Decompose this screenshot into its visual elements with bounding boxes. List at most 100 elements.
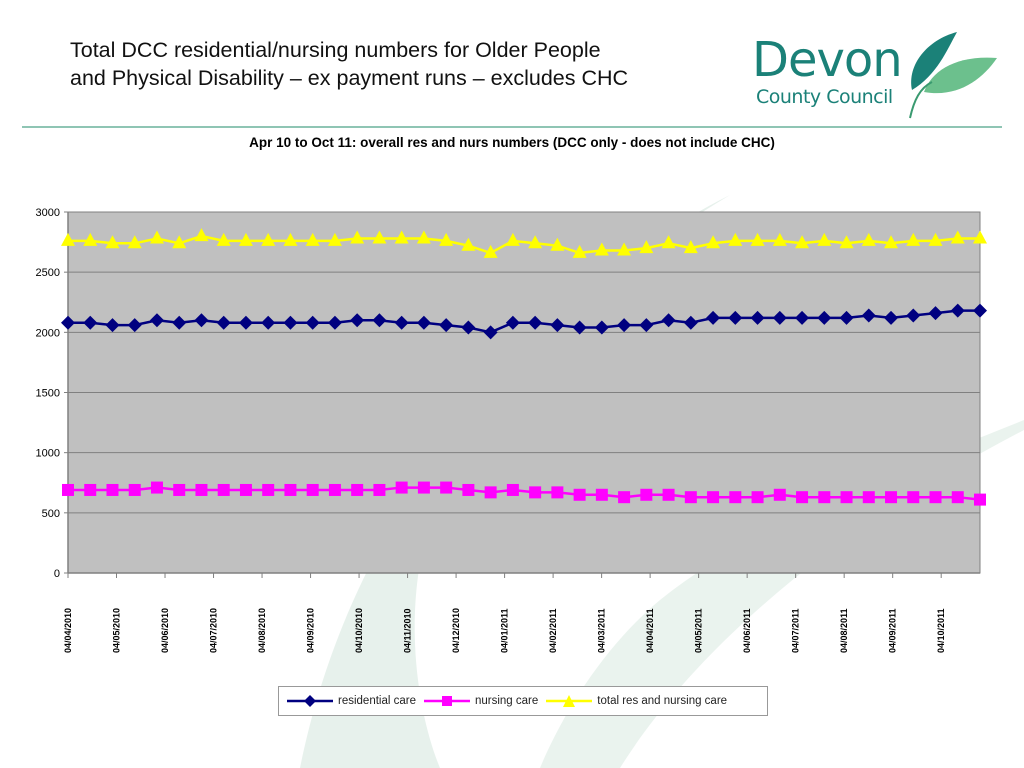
data-point <box>350 230 365 244</box>
x-tick-label: 04/07/2011 <box>791 608 801 653</box>
data-point <box>128 483 141 496</box>
data-point <box>505 232 520 246</box>
series-nursing-care <box>62 481 986 506</box>
legend-label: residential care <box>338 695 416 707</box>
data-point <box>639 240 654 254</box>
data-point <box>217 483 230 496</box>
data-point <box>484 486 497 499</box>
data-point <box>327 315 342 330</box>
data-point <box>885 491 898 504</box>
data-point <box>728 310 743 325</box>
data-point <box>817 232 832 246</box>
data-point <box>861 232 876 246</box>
data-point <box>238 232 253 246</box>
data-point <box>639 318 654 333</box>
diamond-marker-icon <box>287 695 333 707</box>
data-point <box>328 483 341 496</box>
data-point <box>661 235 676 249</box>
data-point <box>261 232 276 246</box>
y-tick-label: 0 <box>54 568 60 580</box>
x-tick-label: 04/08/2011 <box>839 608 849 653</box>
data-point <box>706 235 721 249</box>
data-point <box>839 310 854 325</box>
data-point <box>172 235 187 249</box>
x-tick-label: 04/09/2010 <box>306 608 316 653</box>
data-point <box>796 491 809 504</box>
data-point <box>929 491 942 504</box>
data-point <box>707 491 720 504</box>
data-point <box>373 483 386 496</box>
data-point <box>440 481 453 494</box>
data-point <box>818 491 831 504</box>
data-point <box>173 483 186 496</box>
data-point <box>840 491 853 504</box>
data-point <box>462 483 475 496</box>
data-point <box>729 491 742 504</box>
x-tick-label: 04/11/2010 <box>403 608 413 653</box>
data-point <box>261 315 276 330</box>
data-point <box>394 230 409 244</box>
y-tick-label: 3000 <box>36 207 60 219</box>
data-point <box>394 315 409 330</box>
data-point <box>505 315 520 330</box>
slide-title: Total DCC residential/nursing numbers fo… <box>70 36 628 92</box>
data-point <box>351 483 364 496</box>
data-point <box>906 232 921 246</box>
data-point <box>906 308 921 323</box>
data-point <box>795 310 810 325</box>
data-point <box>172 315 187 330</box>
data-point <box>773 488 786 501</box>
logo-name: Devon <box>752 32 903 88</box>
legend-item-total: total res and nursing care <box>544 694 727 708</box>
chart-title: Apr 10 to Oct 11: overall res and nurs n… <box>249 135 775 150</box>
data-point <box>483 325 498 340</box>
data-point <box>194 228 209 242</box>
data-point <box>417 481 430 494</box>
leaf-icon <box>909 32 997 119</box>
data-point <box>551 486 564 499</box>
data-point <box>528 235 543 249</box>
data-point <box>684 491 697 504</box>
data-point <box>262 483 275 496</box>
data-point <box>372 230 387 244</box>
data-point <box>283 315 298 330</box>
x-tick-label: 04/04/2010 <box>63 608 73 653</box>
data-point <box>772 310 787 325</box>
data-point <box>283 232 298 246</box>
data-point <box>884 310 899 325</box>
data-point <box>950 303 965 318</box>
data-point <box>149 313 164 328</box>
data-point <box>306 483 319 496</box>
chart-legend: residential care nursing care total res … <box>278 686 768 716</box>
data-point <box>772 232 787 246</box>
data-point <box>61 232 75 246</box>
legend-label: nursing care <box>474 695 539 707</box>
data-point <box>150 481 163 494</box>
legend-item-residential: residential care <box>285 694 416 708</box>
data-point <box>395 481 408 494</box>
data-point <box>83 232 98 246</box>
data-point <box>106 483 119 496</box>
legend-label: total res and nursing care <box>597 695 728 707</box>
x-tick-label: 04/10/2011 <box>936 608 946 653</box>
data-point <box>728 232 743 246</box>
slide-title-line-2: and Physical Disability – ex payment run… <box>70 66 629 90</box>
data-point <box>661 313 676 328</box>
data-point <box>973 303 987 318</box>
data-point <box>618 491 631 504</box>
data-point <box>483 244 498 258</box>
data-point <box>750 232 765 246</box>
data-point <box>416 230 431 244</box>
data-point <box>216 315 231 330</box>
data-point <box>640 488 653 501</box>
x-tick-label: 04/07/2010 <box>209 608 219 653</box>
data-point <box>238 315 253 330</box>
data-point <box>62 483 74 496</box>
data-point <box>572 244 587 258</box>
data-point <box>974 493 986 506</box>
data-point <box>928 306 943 321</box>
data-point <box>817 310 832 325</box>
x-tick-label: 04/06/2010 <box>160 608 170 653</box>
data-point <box>751 491 764 504</box>
data-point <box>706 310 721 325</box>
